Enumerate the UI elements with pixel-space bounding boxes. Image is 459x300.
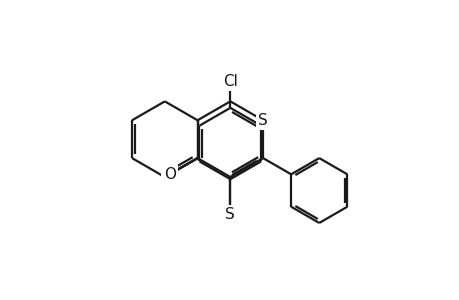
Text: S: S bbox=[225, 207, 235, 222]
Text: S: S bbox=[257, 113, 268, 128]
Text: Cl: Cl bbox=[223, 74, 237, 88]
Text: O: O bbox=[163, 167, 175, 182]
